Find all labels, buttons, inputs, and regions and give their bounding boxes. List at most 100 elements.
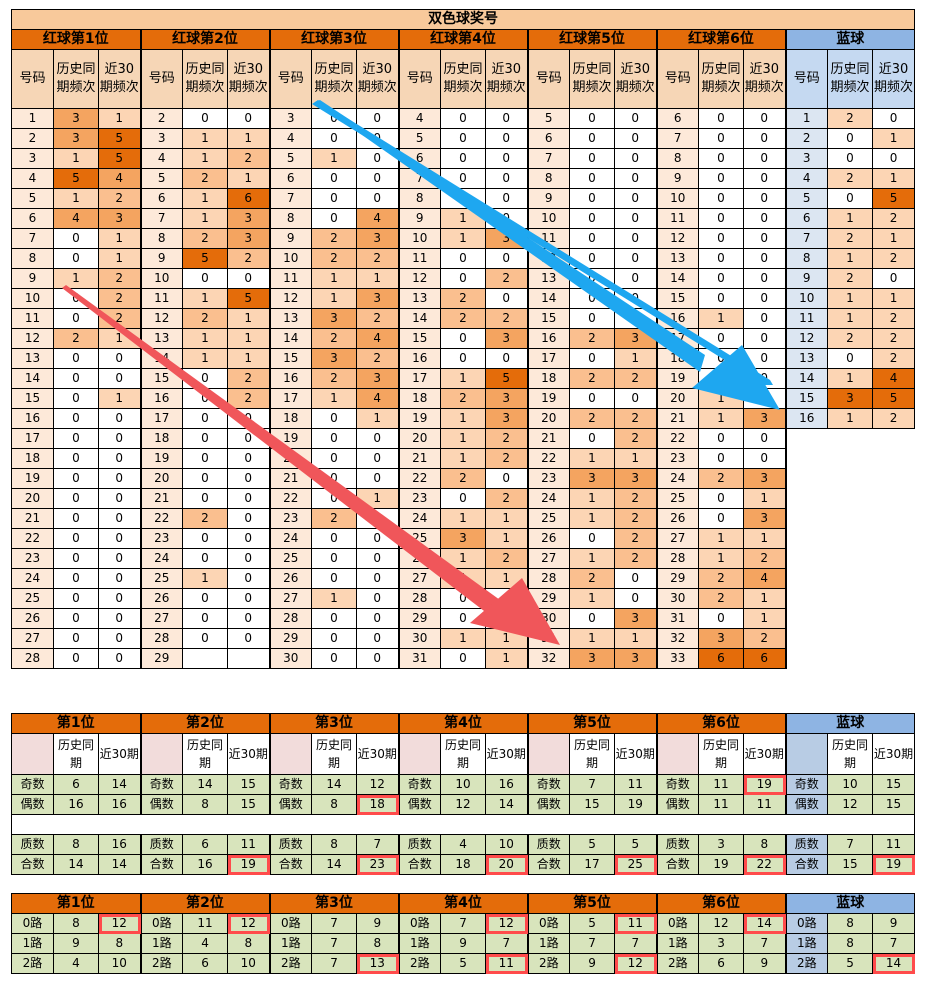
- stats-recent-value: 12: [356, 774, 400, 795]
- number-cell: 21: [11, 508, 54, 529]
- hist-cell: 0: [698, 268, 744, 289]
- empty-cell: [784, 568, 915, 589]
- number-cell: 31: [397, 648, 441, 669]
- stats-label: 合数: [784, 854, 829, 875]
- recent-cell: 2: [871, 408, 916, 429]
- recent-cell: 2: [614, 368, 657, 389]
- recent-cell: 0: [485, 468, 528, 489]
- hist-cell: 2: [311, 228, 357, 249]
- stats-recent-value: 14: [97, 774, 142, 795]
- recent-cell: 2: [485, 548, 528, 569]
- number-cell: 8: [526, 168, 570, 189]
- stats-hist-value: 15: [569, 794, 616, 815]
- hist-cell: 1: [827, 248, 873, 269]
- hist-cell: 0: [311, 608, 357, 629]
- hist-cell: 1: [569, 588, 615, 609]
- number-cell: 24: [11, 568, 54, 589]
- stats-hist-header: 历史同期: [311, 733, 358, 775]
- recent-cell: 1: [743, 528, 786, 549]
- stats-row: 质数 8 16 质数 6 11 质数 8 7 质数 4 10 质数 5 5 质数 3 8 质数 7 11: [11, 834, 916, 855]
- hist-cell: 2: [698, 588, 744, 609]
- empty-cell: [784, 428, 915, 449]
- hist-cell: 1: [182, 328, 228, 349]
- hist-cell: 1: [311, 148, 357, 169]
- hist-cell: 0: [311, 648, 357, 669]
- recent-cell: 1: [227, 328, 270, 349]
- position-header: 红球第5位: [526, 29, 657, 50]
- recent-cell: 5: [871, 188, 916, 209]
- number-cell: 3: [11, 148, 54, 169]
- recent-cell: 0: [743, 288, 786, 309]
- number-cell: 26: [526, 528, 570, 549]
- recent-cell: 0: [98, 608, 141, 629]
- road-label: 0路: [784, 913, 829, 934]
- table-row: 1501160217141823190020101535: [11, 388, 916, 409]
- stats-hist-value: 16: [182, 854, 229, 875]
- road-recent-value: 9: [872, 913, 916, 934]
- table-row: 240025102600271128202924: [11, 568, 915, 589]
- recent-cell: 0: [227, 268, 270, 289]
- recent-cell: 4: [98, 168, 141, 189]
- number-cell: 9: [268, 228, 312, 249]
- number-cell: 11: [397, 248, 441, 269]
- hist-cell: 0: [698, 208, 744, 229]
- recent-cell: 1: [871, 168, 916, 189]
- stats-hist-value: 3: [698, 834, 745, 855]
- stats-recent-header: 近30期: [872, 733, 916, 775]
- number-cell: 11: [784, 308, 828, 329]
- hist-cell: 0: [440, 328, 486, 349]
- hist-cell: 0: [827, 188, 873, 209]
- stats-recent-header: 近30期: [485, 733, 529, 775]
- stats-label: 合数: [139, 854, 184, 875]
- hist-cell: 2: [569, 368, 615, 389]
- hist-cell: 0: [698, 428, 744, 449]
- road-recent-value: 13: [356, 953, 400, 974]
- hist-cell: 0: [569, 608, 615, 629]
- road-recent-value: 10: [97, 953, 142, 974]
- empty-cell: [784, 648, 915, 669]
- road-table: 第1位 第2位 第3位 第4位 第5位 第6位 蓝球 0路 8 12 0路 11 12 0路 7 9 0路 7 12…: [10, 893, 916, 974]
- stats-label: 质数: [268, 834, 313, 855]
- stats-recent-value: 14: [97, 854, 142, 875]
- road-recent-value: 9: [356, 913, 400, 934]
- hist-cell: 3: [53, 108, 99, 129]
- recent-cell: 0: [98, 528, 141, 549]
- empty-cell: [784, 488, 915, 509]
- stats-label: 质数: [11, 834, 54, 855]
- hist-cell: 3: [569, 468, 615, 489]
- number-cell: 14: [784, 368, 828, 389]
- hist-cell: 0: [53, 408, 99, 429]
- number-cell: 9: [397, 208, 441, 229]
- empty-cell: [784, 588, 915, 609]
- recent-cell: 0: [743, 148, 786, 169]
- hist-cell: 1: [311, 388, 357, 409]
- recent-header: 近30期频次: [485, 49, 528, 109]
- road-recent-value: 12: [485, 913, 529, 934]
- number-cell: 8: [139, 228, 183, 249]
- number-cell: 24: [268, 528, 312, 549]
- number-cell: 20: [11, 488, 54, 509]
- number-cell: 27: [397, 568, 441, 589]
- number-cell: 21: [397, 448, 441, 469]
- number-cell: 10: [268, 248, 312, 269]
- red-arrow-head: [470, 578, 560, 645]
- number-cell: 23: [526, 468, 570, 489]
- number-cell: 28: [526, 568, 570, 589]
- recent-cell: 1: [227, 348, 270, 369]
- recent-cell: 2: [871, 348, 916, 369]
- empty-cell: [784, 628, 915, 649]
- number-cell: 19: [11, 468, 54, 489]
- number-cell: 10: [397, 228, 441, 249]
- number-cell: 23: [139, 528, 183, 549]
- stats-label: 偶数: [11, 794, 54, 815]
- stats-label: 质数: [397, 834, 442, 855]
- number-cell: 30: [268, 648, 312, 669]
- recent-cell: 0: [485, 348, 528, 369]
- number-cell: 32: [655, 628, 699, 649]
- number-cell: 6: [139, 188, 183, 209]
- number-cell: 19: [655, 368, 699, 389]
- recent-cell: 2: [614, 508, 657, 529]
- hist-cell: 1: [440, 408, 486, 429]
- hist-cell: 0: [698, 288, 744, 309]
